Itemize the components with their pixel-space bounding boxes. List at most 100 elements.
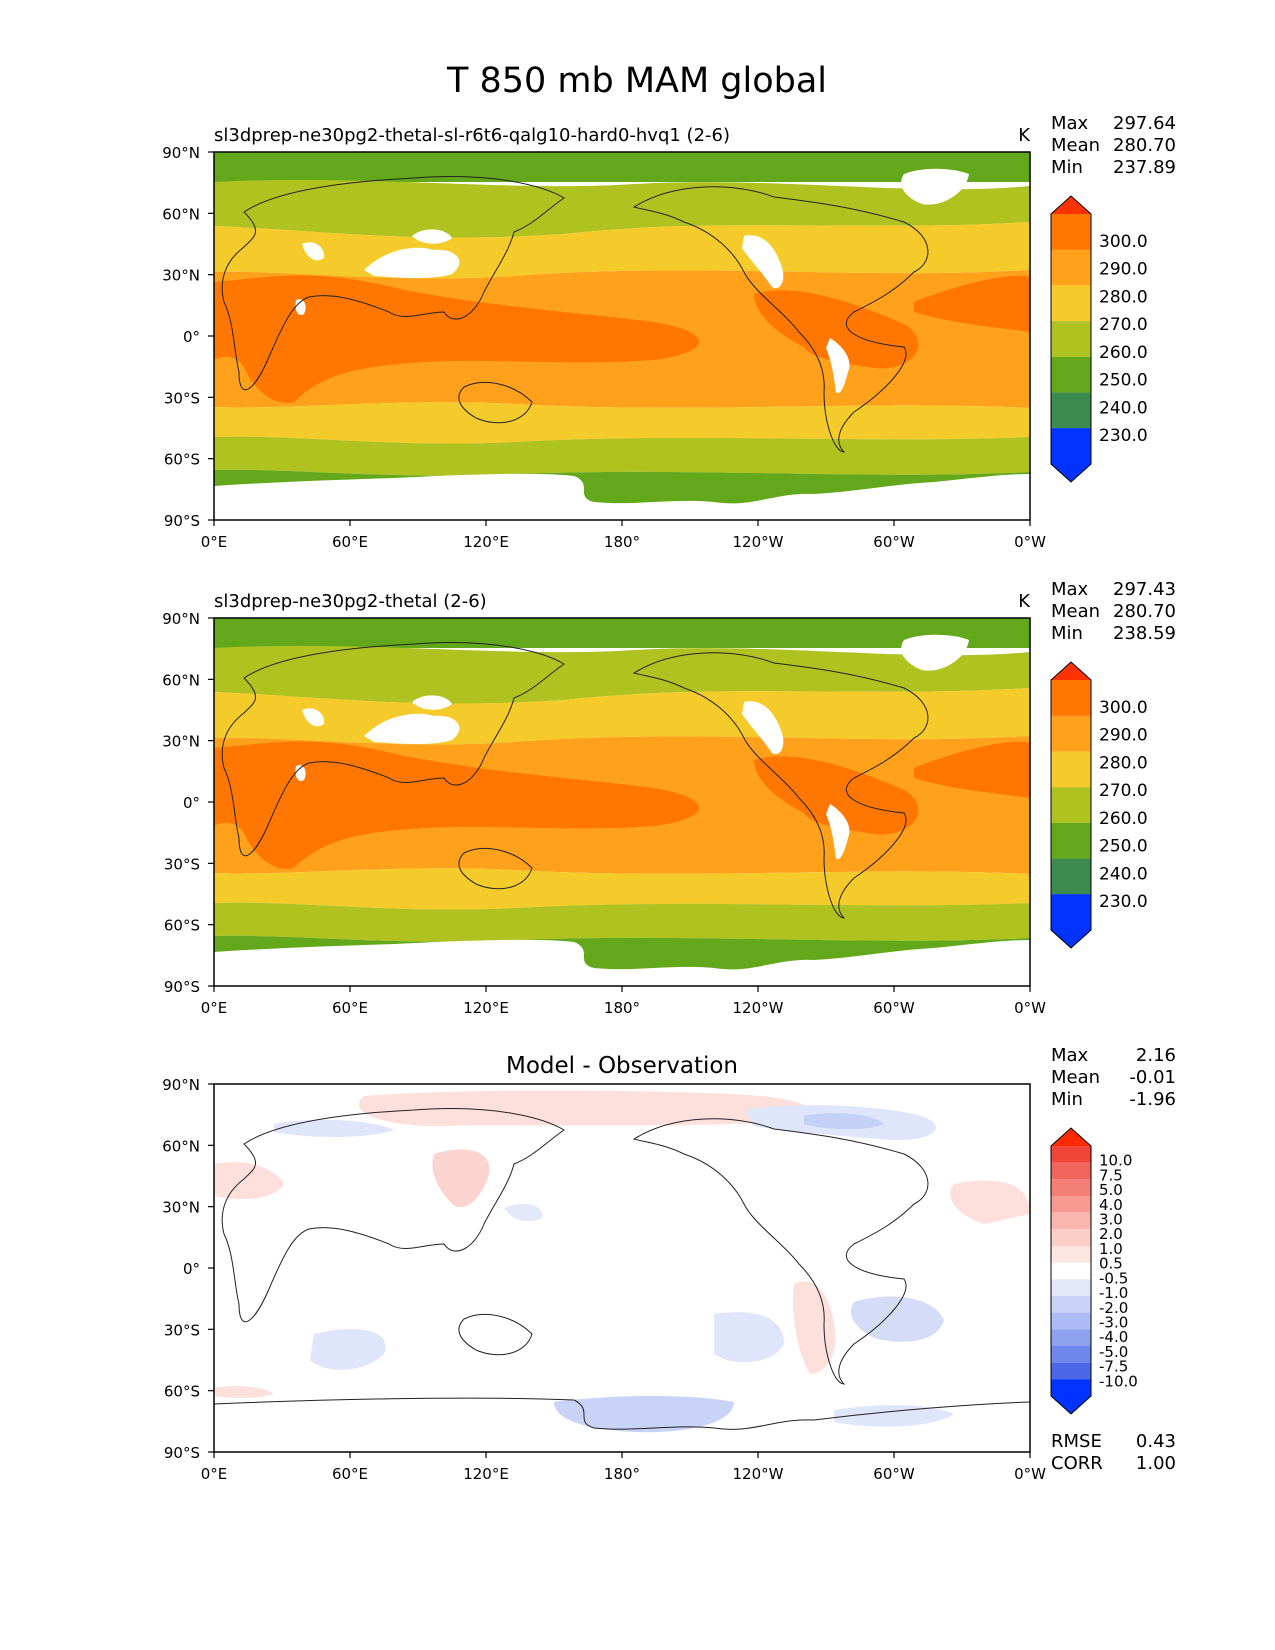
- stat-max-label: Max: [1051, 579, 1089, 600]
- lat-tick-label: 30°S: [164, 855, 200, 873]
- colorbar-outline: [1050, 1127, 1092, 1415]
- metrics-block: RMSE 0.43 CORR 1.00: [1051, 1431, 1176, 1474]
- iran-mask: [302, 708, 325, 727]
- lon-tick-label: 60°E: [332, 533, 368, 551]
- rockies-mask: [742, 235, 784, 289]
- band-midlat-south: [214, 402, 1030, 444]
- lon-ticks: 0°E 60°E 120°E 180° 120°W 60°W 0°W: [201, 1452, 1046, 1483]
- lon-tick-label: 60°E: [332, 1465, 368, 1483]
- colorbar: 10.07.55.04.03.02.01.00.5-0.5-1.0-2.0-3.…: [1050, 1127, 1138, 1415]
- lon-tick-label: 0°W: [1014, 1465, 1046, 1483]
- lon-tick-label: 0°E: [201, 1465, 228, 1483]
- colorbar-swatch: [1051, 787, 1091, 823]
- ethiopia-mask: [295, 299, 306, 316]
- andes-mask: [826, 338, 850, 394]
- lon-tick-label: 180°: [604, 1465, 640, 1483]
- map-field: [214, 1084, 1030, 1452]
- lon-tick-label: 120°W: [733, 533, 784, 551]
- colorbar-tick-label: 240.0: [1099, 398, 1148, 418]
- lat-tick-label: 90°S: [164, 978, 200, 996]
- greenland-mask: [901, 634, 969, 671]
- colorbar-tick-label: 270.0: [1099, 781, 1148, 801]
- anomaly-arctic-warm: [358, 1090, 809, 1126]
- colorbar-lower-extension: [1051, 894, 1091, 948]
- colorbar-swatch: [1051, 356, 1091, 393]
- lon-tick-label: 120°E: [463, 1465, 509, 1483]
- colorbar-tick-label: 250.0: [1099, 837, 1148, 857]
- lat-tick-label: 90°N: [162, 610, 200, 628]
- colorbar-swatch: [1051, 1329, 1091, 1346]
- colorbar-swatch: [1051, 321, 1091, 357]
- warm-pool-america: [754, 290, 919, 369]
- colorbar-tick-label: 300.0: [1099, 232, 1148, 252]
- panel-reference: sl3dprep-ne30pg2-thetal (2-6) K 90°N 60°N…: [162, 579, 1176, 1017]
- colorbar-lower-extension: [1051, 1379, 1091, 1414]
- lon-ticks: 0°E 60°E 120°E 180° 120°W 60°W 0°W: [201, 986, 1046, 1017]
- colorbar-swatch: [1051, 249, 1091, 286]
- band-subpolar-north: [214, 645, 1030, 704]
- colorbar-swatch: [1051, 1162, 1091, 1180]
- colorbar-tick-label: 5.0: [1099, 1181, 1123, 1199]
- anomaly-south-pacific-warm: [792, 1281, 836, 1374]
- stat-max-label: Max: [1051, 1045, 1089, 1066]
- stat-max-value: 2.16: [1136, 1045, 1176, 1066]
- continent-outline: [214, 1108, 1030, 1430]
- stat-min-value: -1.96: [1129, 1089, 1176, 1110]
- colorbar-tick-label: 10.0: [1099, 1152, 1132, 1170]
- stat-mean-value: -0.01: [1129, 1067, 1176, 1088]
- lat-tick-label: 60°N: [162, 671, 200, 689]
- antarctic-mask: [214, 473, 1030, 520]
- stat-mean-label: Mean: [1051, 1067, 1100, 1088]
- anomaly-canada-core: [804, 1113, 884, 1130]
- colorbar-swatch: [1051, 680, 1091, 716]
- metric-rmse-label: RMSE: [1051, 1431, 1102, 1452]
- anomaly-asia-warm: [432, 1149, 490, 1208]
- tibet-north-mask: [412, 695, 452, 710]
- colorbar-outline: [1050, 661, 1092, 949]
- continent-outline: [221, 642, 929, 919]
- colorbar-tick-label: 7.5: [1099, 1166, 1123, 1184]
- colorbar-tick-label: 250.0: [1099, 371, 1148, 391]
- metric-rmse-value: 0.43: [1136, 1431, 1176, 1452]
- map-field: [214, 152, 1030, 520]
- anomaly-europe-warm: [214, 1162, 284, 1200]
- band-polar-north: [214, 152, 1030, 182]
- colorbar-swatch: [1051, 1312, 1091, 1330]
- colorbar-tick-label: -10.0: [1099, 1372, 1138, 1390]
- panel-center-title: Model - Observation: [506, 1053, 738, 1079]
- stats-block: Max 297.64 Mean 280.70 Min 237.89: [1051, 113, 1176, 178]
- colorbar-swatch: [1051, 1246, 1091, 1263]
- colorbar-tick-label: 290.0: [1099, 726, 1148, 746]
- metric-corr-label: CORR: [1051, 1453, 1103, 1474]
- band-subpolar-south: [214, 902, 1030, 942]
- lon-tick-label: 120°W: [733, 999, 784, 1017]
- greenland-mask: [901, 168, 969, 205]
- lon-tick-label: 0°W: [1014, 999, 1046, 1017]
- lon-tick-label: 180°: [604, 533, 640, 551]
- lat-tick-label: 30°N: [162, 267, 200, 285]
- lat-tick-label: 60°S: [164, 1383, 200, 1401]
- lon-tick-label: 180°: [604, 999, 640, 1017]
- lon-tick-label: 60°W: [873, 1465, 915, 1483]
- lat-tick-label: 0°: [183, 794, 200, 812]
- colorbar-swatch: [1051, 1196, 1091, 1213]
- colorbar-swatch: [1051, 1279, 1091, 1296]
- colorbar-tick-label: 280.0: [1099, 753, 1148, 773]
- colorbar-tick-label: 280.0: [1099, 287, 1148, 307]
- panel-title: sl3dprep-ne30pg2-thetal-sl-r6t6-qalg10-h…: [214, 125, 730, 146]
- tibet-north-mask: [412, 229, 452, 244]
- colorbar-tick-label: 260.0: [1099, 343, 1148, 363]
- colorbar-tick-label: 260.0: [1099, 809, 1148, 829]
- colorbar-swatch: [1051, 1212, 1091, 1230]
- warm-pool-atlantic: [914, 275, 1030, 332]
- lat-tick-label: 60°S: [164, 917, 200, 935]
- colorbar-tick-label: -0.5: [1099, 1269, 1128, 1287]
- lat-tick-label: 30°S: [164, 389, 200, 407]
- colorbar: 300.0 290.0 280.0 270.0 260.0 250.0 240.0 230.0: [1050, 661, 1148, 949]
- colorbar-tick-label: 4.0: [1099, 1196, 1123, 1214]
- antarctic-mask: [214, 939, 1030, 986]
- colorbar-swatch: [1051, 1229, 1091, 1246]
- colorbar-swatch: [1051, 1346, 1091, 1363]
- anomaly-pacific-cold: [504, 1203, 543, 1222]
- tibet-mask: [364, 713, 460, 744]
